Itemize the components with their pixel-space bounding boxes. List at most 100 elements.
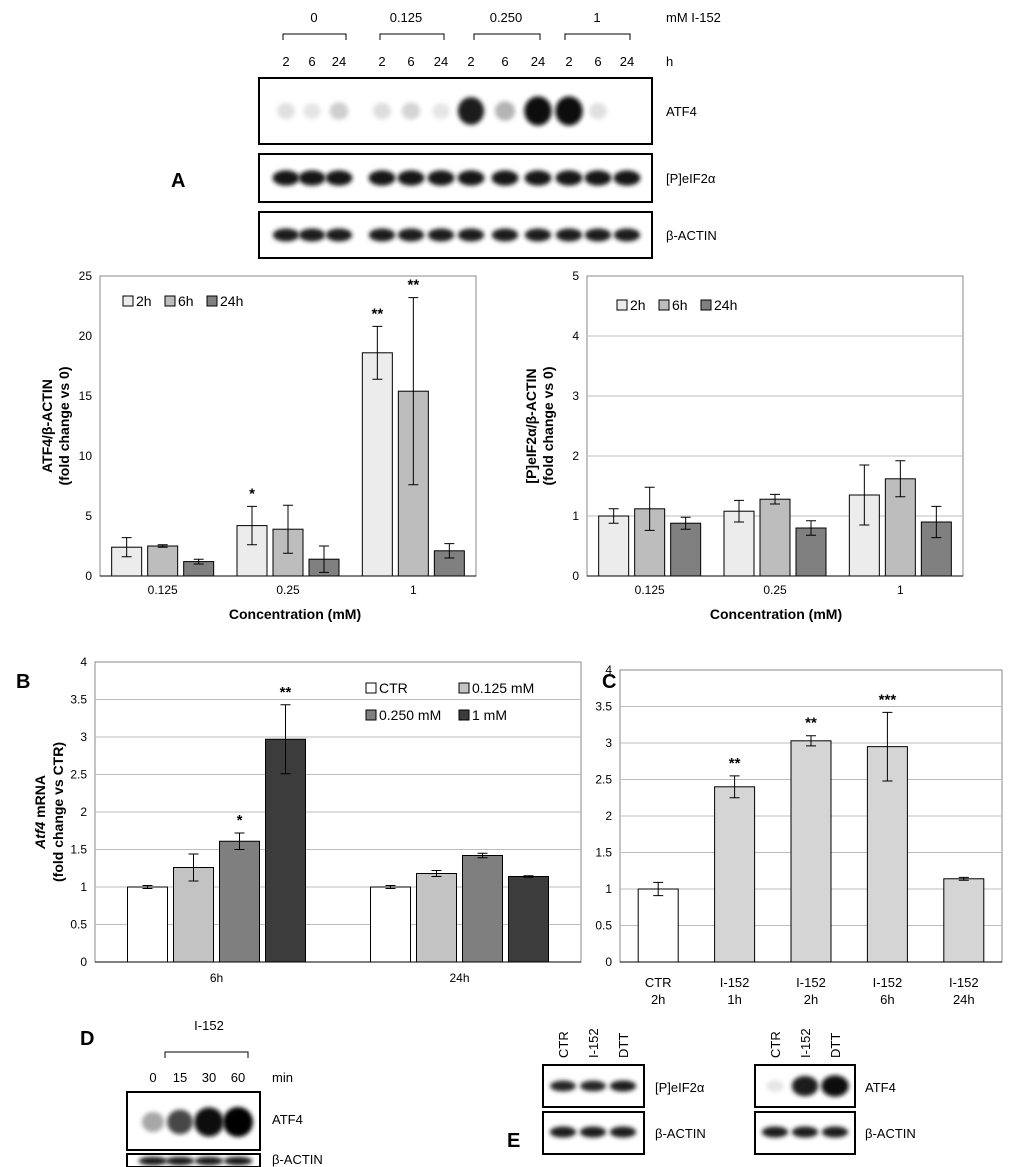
blot-a-band xyxy=(397,228,425,242)
legend-swatch-24h-r xyxy=(700,299,712,311)
blot-a-band xyxy=(524,228,552,242)
d-lane-label: 30 xyxy=(202,1070,216,1085)
b-bar xyxy=(127,886,168,963)
e-atf4-label: ATF4 xyxy=(865,1080,896,1095)
c-ytick-label: 3 xyxy=(605,736,612,750)
chart-a-right: 0 1 2 3 4 5 0.125 0.25 1 2h 6h 24h Concentratio… xyxy=(523,269,964,622)
c-xcat-label-2: 24h xyxy=(953,992,975,1007)
blot-a-band xyxy=(494,101,516,121)
legend-24h-r: 24h xyxy=(714,297,737,313)
e-peif2a-band xyxy=(580,1080,606,1092)
time-label: 2 xyxy=(378,54,385,69)
b-errorbar xyxy=(142,885,153,889)
e-lane-label-left: CTR xyxy=(556,1031,571,1058)
b-bar xyxy=(173,867,214,963)
c-xcat-label-1: I-152 xyxy=(720,975,750,990)
blot-a-band xyxy=(457,170,485,186)
blot-a-band xyxy=(491,228,519,242)
blot-a-band xyxy=(277,102,295,120)
blot-bands-a xyxy=(272,96,641,242)
blot-a-band xyxy=(555,96,583,126)
y-ticks-b: 0 0.5 1 1.5 2 2.5 3 3.5 4 xyxy=(70,655,581,969)
a-left-ytick-label: 25 xyxy=(79,269,93,283)
e-actin-band-right xyxy=(821,1126,849,1138)
c-errorbar xyxy=(958,876,969,881)
c-bar xyxy=(714,786,756,963)
c-xcat-label-1: I-152 xyxy=(873,975,903,990)
a-right-bar xyxy=(759,498,791,577)
a-left-errorbar xyxy=(193,558,204,565)
time-label: 24 xyxy=(531,54,545,69)
y-ticks-a-left: 0 5 10 15 20 25 xyxy=(79,269,93,583)
blot-a-band xyxy=(368,170,396,186)
b-errorbar xyxy=(477,852,488,859)
c-ytick-label: 0 xyxy=(605,955,612,969)
blot-a-band xyxy=(491,170,519,186)
legend-6h: 6h xyxy=(178,293,194,309)
d-actin-band xyxy=(138,1156,168,1166)
a-left-xcat-label: 1 xyxy=(410,583,417,597)
d-bands xyxy=(138,1107,253,1166)
b-errorbar xyxy=(234,832,245,850)
c-significance: ** xyxy=(729,755,741,772)
e-peif2a-label: [P]eIF2α xyxy=(655,1080,705,1095)
legend-swatch-2h-r xyxy=(616,299,628,311)
a-right-errorbar xyxy=(608,508,619,524)
c-ytick-label: 4 xyxy=(605,663,612,677)
a-left-xcat-label: 0.125 xyxy=(148,583,178,597)
e-actin-band-right xyxy=(791,1126,819,1138)
d-unit: min xyxy=(272,1070,293,1085)
b-ytick-label: 0 xyxy=(80,955,87,969)
ylabel-b-rest: mRNA xyxy=(32,775,48,822)
a-left-bar xyxy=(361,352,393,577)
d-actin-label: β-ACTIN xyxy=(272,1152,323,1167)
d-actin-band xyxy=(194,1156,224,1166)
b-xcat-label: 6h xyxy=(210,971,223,985)
legend-0250: 0.250 mM xyxy=(379,707,441,723)
bars-c: ******* xyxy=(620,691,1002,963)
chart-b: B 00.511.522.533.54 *** 6h 24h CTR 0.125 … xyxy=(16,655,582,985)
a-left-significance: ** xyxy=(371,305,383,322)
c-significance: *** xyxy=(879,691,897,708)
a-left-ytick-label: 10 xyxy=(79,449,93,463)
conc-header: 0 0.125 0.250 1 mM I-152 2 6 24 2 6 24 2 6 24 2 6 2… xyxy=(282,10,721,69)
blot-a-band xyxy=(613,228,641,242)
ylabel-a-right: [P]eIF2α/β-ACTIN xyxy=(523,368,539,483)
e-lane-labels-right: CTR I-152 DTT xyxy=(768,1028,843,1058)
c-xcat-label-2: 2h xyxy=(804,992,818,1007)
panel-a-letter: A xyxy=(171,170,185,192)
d-lane-labels: 0 15 30 60 xyxy=(149,1070,245,1085)
e-bands xyxy=(549,1075,849,1138)
a-left-significance: * xyxy=(249,485,255,502)
blot-a-band xyxy=(272,228,300,242)
a-right-xcat-label: 0.25 xyxy=(763,583,787,597)
c-xcat-label-2: 2h xyxy=(651,992,665,1007)
blot-a-band xyxy=(555,228,583,242)
b-bar xyxy=(219,840,260,963)
e-lane-labels-left: CTR I-152 DTT xyxy=(556,1028,631,1058)
legend-swatch-6h xyxy=(164,295,176,307)
a-left-errorbar xyxy=(247,505,257,546)
legend-a-left: 2h 6h 24h xyxy=(122,293,243,309)
time-label: 24 xyxy=(332,54,346,69)
legend-swatch-6h-r xyxy=(658,299,670,311)
c-bar xyxy=(943,878,985,963)
c-xcat-label-1: I-152 xyxy=(949,975,979,990)
a-left-bar xyxy=(147,545,179,577)
e-actin-label-right: β-ACTIN xyxy=(865,1126,916,1141)
ylabel-b: Atf4 mRNA xyxy=(32,775,48,850)
a-right-errorbar xyxy=(644,486,655,531)
actin-label-a: β-ACTIN xyxy=(666,228,717,243)
c-ytick-label: 0.5 xyxy=(595,919,612,933)
conc-label-0125: 0.125 xyxy=(390,10,423,25)
blot-a-band xyxy=(613,170,641,186)
blot-a-band xyxy=(524,96,552,126)
b-bar xyxy=(265,738,306,963)
time-label: 6 xyxy=(407,54,414,69)
legend-swatch-0250 xyxy=(365,709,377,721)
panel-d: D I-152 0 15 30 60 min ATF4 β-ACTIN xyxy=(80,1018,323,1167)
blot-a-band xyxy=(368,228,396,242)
c-xcat-label-2: 6h xyxy=(880,992,894,1007)
blot-a-band xyxy=(584,228,612,242)
